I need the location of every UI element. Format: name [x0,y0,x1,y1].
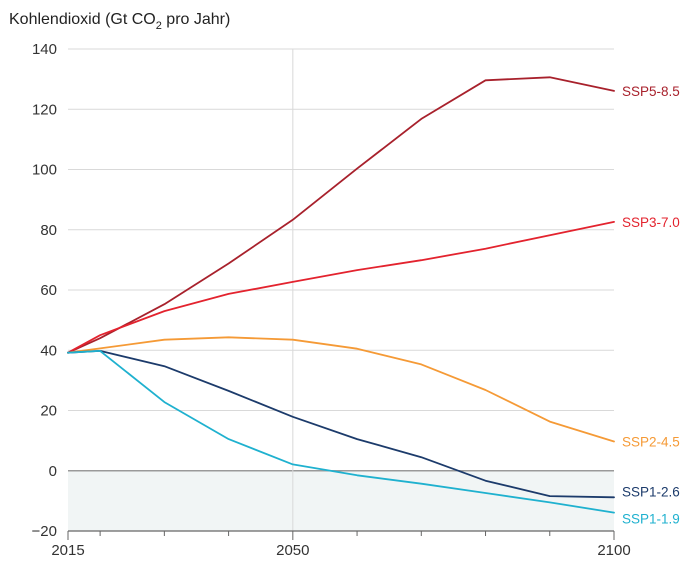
chart-title-rest: pro Jahr) [162,11,230,28]
series-line-ssp3-7-0 [67,221,615,354]
y-tick-label-60: 60 [40,282,57,299]
y-tick-label-80: 80 [40,222,57,239]
x-tick-label-2100: 2100 [597,542,630,559]
series-labels: SSP5-8.5 SSP3-7.0 SSP2-4.5 SSP1-2.6 SSP1-1.9 [622,84,680,527]
chart-title-subscript: 2 [156,20,162,32]
series-line-ssp1-2-6 [67,350,615,499]
y-tick-label--20: −20 [32,523,57,540]
gridlines [68,48,614,531]
x-axis [67,530,615,540]
negative-region [68,470,614,531]
negative-region-fill [68,470,614,531]
series-label-ssp5-8-5: SSP5-8.5 [622,84,680,99]
series-line-ssp2-4-5 [67,336,615,443]
x-tick-label-2050: 2050 [276,542,309,559]
chart-title-main: Kohlendioxid (Gt CO [9,11,156,28]
series-label-ssp3-7-0: SSP3-7.0 [622,215,680,230]
x-tick-label-2015: 2015 [51,542,84,559]
y-tick-label-0: 0 [49,463,57,480]
x-axis-tick-labels: 2015 2050 2100 [51,542,630,559]
y-axis-tick-labels: −20 0 20 40 60 80 100 120 140 [32,41,57,540]
series-line-ssp1-1-9 [67,350,615,514]
series-label-ssp1-2-6: SSP1-2.6 [622,484,680,499]
y-tick-label-120: 120 [32,101,57,118]
chart-title: Kohlendioxid (Gt CO2 pro Jahr) [9,11,230,32]
y-tick-label-40: 40 [40,342,57,359]
y-tick-label-20: 20 [40,403,57,420]
y-tick-label-140: 140 [32,41,57,58]
y-tick-label-100: 100 [32,162,57,179]
series-line-ssp5-8-5 [67,76,615,354]
series-label-ssp2-4-5: SSP2-4.5 [622,435,680,450]
series-lines [67,76,615,514]
series-label-ssp1-1-9: SSP1-1.9 [622,512,680,527]
